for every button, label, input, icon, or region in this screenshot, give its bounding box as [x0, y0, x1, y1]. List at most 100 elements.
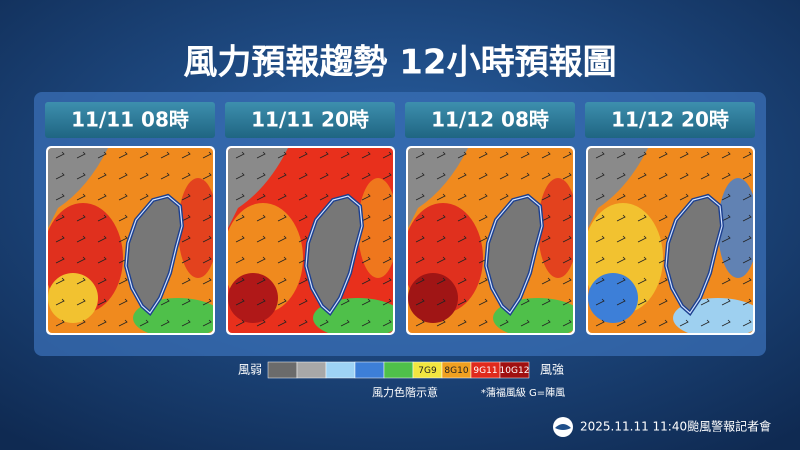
wind-barb [595, 214, 605, 222]
wind-barb [55, 277, 65, 285]
wind-barb [160, 172, 170, 180]
wind-barb [118, 298, 128, 306]
wind-barb [415, 277, 425, 285]
wind-barb [319, 151, 329, 159]
wind-barb [721, 172, 731, 180]
wind-barb [256, 235, 266, 243]
taiwan-outline [125, 195, 183, 314]
wind-barb [256, 298, 266, 306]
wind-barb [562, 277, 572, 285]
wind-barb [139, 151, 149, 159]
wind-barb [541, 298, 551, 306]
wind-barb [436, 277, 446, 285]
map-region [228, 273, 278, 323]
wind-barb [277, 151, 287, 159]
wind-barb [595, 298, 605, 306]
wind-barb [478, 214, 488, 222]
wind-barb [742, 319, 752, 327]
panel-label: 11/11 20時 [251, 108, 369, 132]
wind-barb [76, 214, 86, 222]
wind-barb [382, 256, 392, 264]
wind-barb [499, 172, 509, 180]
wind-barb [319, 172, 329, 180]
wind-barb [181, 298, 191, 306]
wind-barb [256, 214, 266, 222]
wind-barb [415, 256, 425, 264]
wind-barb [436, 256, 446, 264]
wind-barb [76, 172, 86, 180]
wind-barb [55, 256, 65, 264]
wind-barb [181, 277, 191, 285]
wind-barb [202, 151, 212, 159]
wind-barb [382, 319, 392, 327]
wind-barb [181, 235, 191, 243]
wind-barb [457, 256, 467, 264]
wind-barb [340, 319, 350, 327]
wind-barb [415, 298, 425, 306]
legend-swatch [325, 361, 356, 379]
wind-barb [478, 151, 488, 159]
wind-barb [616, 277, 626, 285]
legend-swatch [499, 361, 530, 379]
wind-barb [436, 172, 446, 180]
wind-barb [616, 214, 626, 222]
legend-swatches: 7G9 8G10 9G11 10G12 [267, 361, 530, 379]
wind-map [588, 148, 753, 333]
panel-label: 11/12 20時 [611, 108, 729, 132]
panel-tab [45, 102, 215, 138]
wind-barb [595, 193, 605, 201]
wind-barb [415, 151, 425, 159]
wind-barb [55, 235, 65, 243]
wind-barb [742, 277, 752, 285]
wind-barb [319, 193, 329, 201]
wind-barb [742, 172, 752, 180]
wind-barb [499, 151, 509, 159]
logo [553, 417, 573, 437]
map-region [408, 273, 458, 323]
wind-barb [562, 319, 572, 327]
map-region [48, 273, 98, 323]
wind-barb [520, 151, 530, 159]
wind-barb [616, 193, 626, 201]
wind-barb [382, 298, 392, 306]
wind-barb [541, 172, 551, 180]
wind-barb [562, 235, 572, 243]
wind-barb [742, 256, 752, 264]
wind-barb [700, 319, 710, 327]
wind-barb [721, 277, 731, 285]
wind-barb [97, 319, 107, 327]
wind-barb [202, 277, 212, 285]
wind-barb [562, 298, 572, 306]
wind-barb [55, 193, 65, 201]
wind-barb [595, 256, 605, 264]
wind-barb [160, 298, 170, 306]
wind-barb [478, 319, 488, 327]
wind-barb [202, 214, 212, 222]
wind-barb [76, 235, 86, 243]
panel-tab [405, 102, 575, 138]
wind-barb [256, 319, 266, 327]
wind-barb [436, 235, 446, 243]
wind-barb [118, 193, 128, 201]
legend-swatch [354, 361, 385, 379]
wind-barb [181, 319, 191, 327]
wind-barb [616, 235, 626, 243]
panel-label: 11/12 08時 [431, 108, 549, 132]
wind-barb [415, 235, 425, 243]
wind-barb [436, 214, 446, 222]
legend-swatch [267, 361, 298, 379]
wind-barb [181, 172, 191, 180]
wind-barb [562, 151, 572, 159]
wind-barb [436, 319, 446, 327]
wind-barb [637, 319, 647, 327]
wind-barb [721, 151, 731, 159]
wind-barb [235, 277, 245, 285]
wind-barb [361, 214, 371, 222]
wind-barb [658, 235, 668, 243]
legend-level: 8G10 [444, 366, 468, 376]
wind-barb [202, 319, 212, 327]
legend: 風弱 7G9 8G10 9G11 10G12 風強 風力色階示意 *蒲福風級 G=陣風 [238, 361, 565, 399]
map-region [358, 178, 393, 278]
wind-barb [382, 214, 392, 222]
wind-barb [361, 151, 371, 159]
